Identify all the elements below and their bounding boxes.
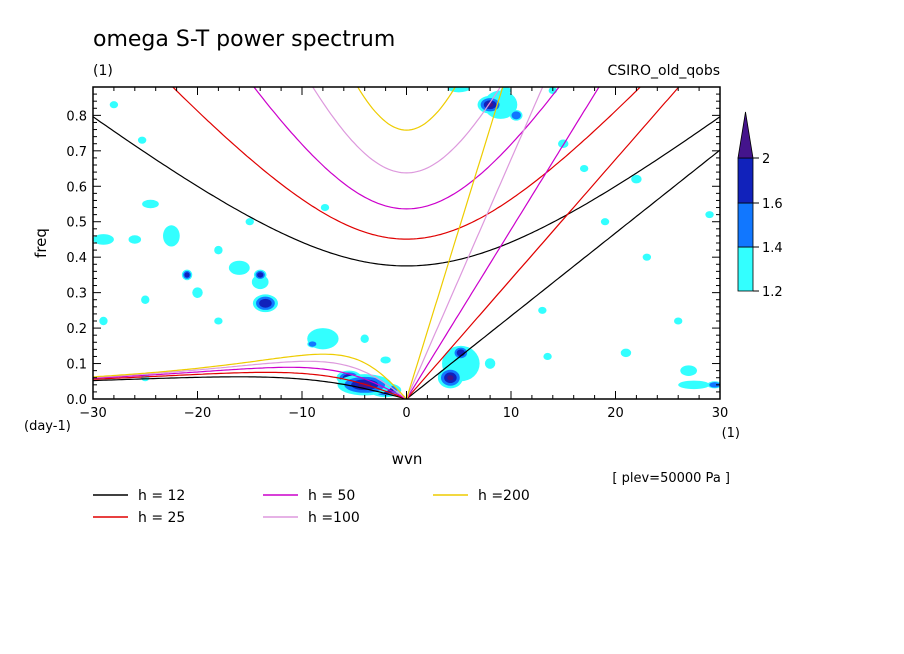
contour-region [680,365,698,376]
legend-label: h =100 [308,510,360,526]
contour-region [320,204,330,212]
x-axis-label: wvn [392,450,423,468]
plev-note: [ plev=50000 Pa ] [612,471,730,486]
x-axis: −30 −20 −10 0 10 20 30 [79,87,728,421]
contour-region [709,382,720,388]
colorbar-segment [737,246,754,292]
y-axis: 0.0 0.1 0.2 0.3 0.4 0.5 0.6 0.7 0.8 [66,86,720,408]
colorbar: 1.2 1.4 1.6 2 [737,111,783,300]
contour-region [500,87,511,95]
subtitle-right: CSIRO_old_qobs [607,63,720,79]
contour-region [511,111,521,120]
contour-region [674,317,683,325]
contour-region [192,287,203,298]
contour-region [600,218,610,226]
y-tick-label: 0.3 [66,287,87,302]
inertia-gravity-curve [357,87,456,131]
legend-label: h = 50 [308,488,355,504]
contour-region [620,348,632,358]
contour-region [163,225,180,247]
contour-region [142,199,159,209]
colorbar-label: 1.4 [762,241,783,256]
x-tick-label: −30 [79,406,106,421]
y-tick-label: 0.2 [66,322,87,337]
inertia-gravity-curve [93,116,720,267]
contour-region [245,218,254,226]
x-tick-label: 10 [503,406,520,421]
inertia-gravity-curve [253,87,560,210]
contour-region [128,235,142,244]
y-tick-label: 0.5 [66,216,87,231]
kelvin-curve [405,87,600,399]
y-tick-label: 0.1 [66,358,87,373]
rossby-curve [93,366,407,399]
kelvin-curve [405,87,544,399]
x-tick-label: −20 [184,406,211,421]
chart-title: omega S-T power spectrum [93,27,395,52]
rossby-curve [93,376,407,399]
contour-region [137,136,147,144]
x-tick-label: −10 [288,406,315,421]
contour-region [558,139,569,148]
colorbar-label: 1.2 [762,285,783,300]
contour-region [109,101,119,109]
contour-region [214,245,223,255]
rossby-curve [93,360,407,399]
contour-region [447,375,454,381]
colorbar-segment [737,157,754,204]
contour-region [360,334,369,343]
rossby-curve [93,353,407,399]
y-tick-label: 0.8 [66,109,87,124]
contour-region [259,298,272,308]
contour-region [184,272,190,278]
legend-label: h = 25 [138,510,185,526]
legend-label: h =200 [478,488,530,504]
contour-region [228,260,250,275]
contour-region [543,352,552,361]
contour-region [141,295,150,304]
contour-region [642,253,652,261]
contour-region [538,306,547,314]
x-tick-label: 20 [607,406,624,421]
legend: h = 12 h = 25 h = 50 h =100 h =200 [93,488,530,526]
dispersion-curves [93,87,720,399]
x-tick-label: 30 [712,406,729,421]
y-axis-label: freq [32,228,50,258]
kelvin-curve [405,87,504,399]
rossby-curve [93,371,407,399]
subtitle-left: (1) [93,63,113,79]
x-unit: (1) [722,426,740,441]
power-contours [93,87,720,398]
colorbar-label: 1.6 [762,197,783,212]
contour-region [448,87,470,93]
contour-region [484,358,496,369]
y-unit: (day-1) [24,419,71,434]
contour-region [579,165,589,173]
contour-region [214,317,223,325]
contour-region [380,356,391,364]
colorbar-label: 2 [762,152,770,167]
colorbar-segment [737,202,754,248]
contour-region [631,174,642,184]
contour-region [93,234,114,245]
contour-region [308,341,317,347]
inertia-gravity-curve [171,87,642,240]
kelvin-curve [406,87,680,399]
contour-region [99,316,108,326]
y-tick-label: 0.0 [66,393,87,408]
y-tick-label: 0.4 [66,251,87,266]
y-tick-label: 0.7 [66,145,87,160]
x-tick-label: 0 [402,406,410,421]
colorbar-arrow [737,111,754,159]
inertia-gravity-curve [311,87,502,174]
y-tick-label: 0.6 [66,180,87,195]
contour-region [257,272,264,278]
contour-region [678,380,710,390]
contour-region [705,211,714,219]
legend-label: h = 12 [138,488,185,504]
kelvin-curve [406,149,720,399]
